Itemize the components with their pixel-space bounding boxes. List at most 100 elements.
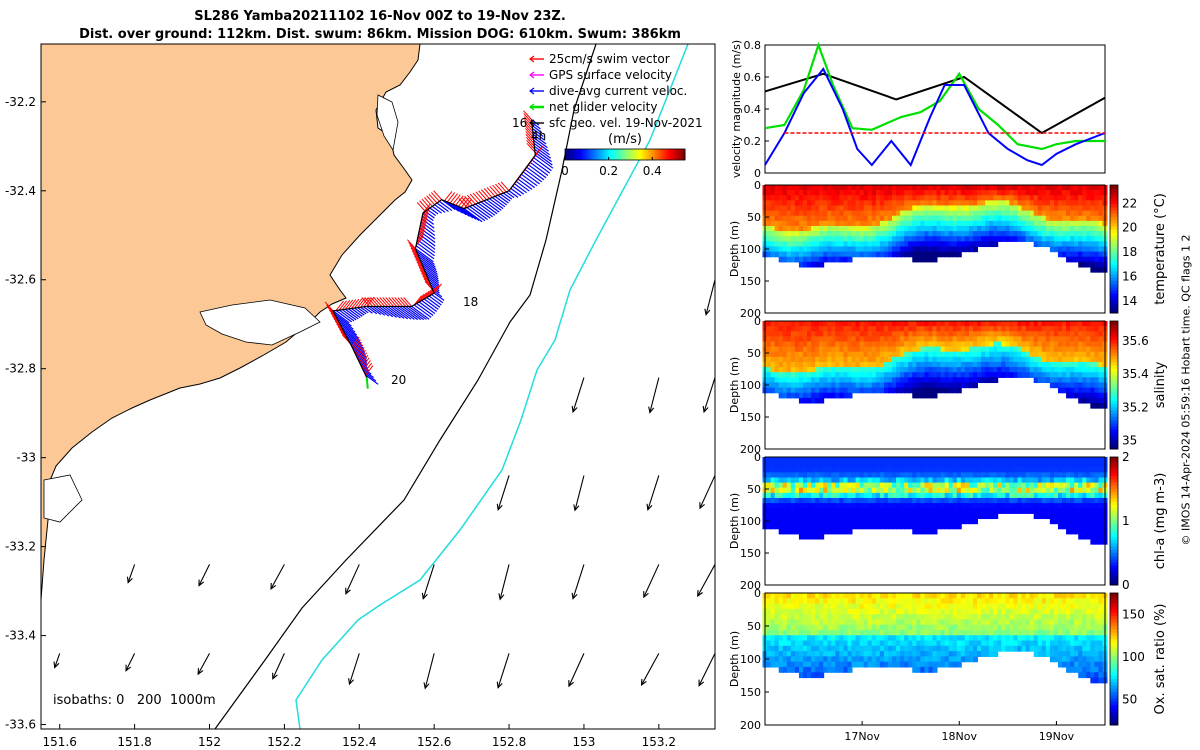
heatmap-cell	[867, 361, 873, 368]
heatmap-cell	[766, 640, 772, 647]
colorbar-segment	[1110, 514, 1118, 519]
heatmap-cell	[835, 336, 841, 343]
heatmap-cell	[1086, 467, 1092, 473]
heatmap-cell	[798, 377, 804, 384]
heatmap-cell	[936, 661, 942, 668]
heatmap-cell	[948, 487, 954, 494]
heatmap-cell	[968, 321, 974, 327]
estuary-central	[199, 299, 321, 346]
heatmap-cell	[928, 656, 934, 663]
heatmap-cell	[875, 341, 881, 348]
heatmap-cell	[912, 477, 918, 484]
heatmap-cell	[851, 603, 857, 610]
heatmap-cell	[823, 210, 829, 217]
heatmap-cell	[900, 336, 906, 343]
heatmap-cell	[981, 195, 987, 201]
heatmap-cell	[802, 497, 808, 504]
heatmap-cell	[823, 624, 829, 631]
heatmap-cell	[807, 210, 813, 217]
heatmap-cell	[932, 518, 938, 525]
heatmap-cell	[972, 336, 978, 343]
heatmap-cell	[794, 666, 800, 673]
heatmap-cell	[827, 236, 833, 242]
heatmap-cell	[802, 341, 808, 348]
heatmap-cell	[851, 614, 857, 620]
heatmap-cell	[904, 492, 910, 499]
heatmap-cell	[883, 190, 889, 196]
heatmap-cell	[802, 397, 808, 404]
heatmap-cell	[956, 367, 962, 373]
heatmap-cell	[1029, 326, 1035, 332]
colorbar-segment	[1110, 375, 1118, 380]
heatmap-cell	[1029, 361, 1035, 368]
heatmap-cell	[887, 457, 893, 463]
heatmap-cell	[802, 457, 808, 463]
heatmap-cell	[1098, 518, 1104, 525]
heatmap-cell	[964, 382, 970, 389]
heatmap-cell	[936, 651, 942, 657]
heatmap-cell	[904, 341, 910, 348]
heatmap-cell	[766, 200, 772, 207]
heatmap-cell	[904, 321, 910, 327]
heatmap-cell	[940, 387, 946, 394]
heatmap-cell	[1074, 482, 1080, 489]
heatmap-cell	[883, 518, 889, 525]
heatmap-cell	[774, 372, 780, 378]
heatmap-cell	[1098, 397, 1104, 404]
heatmap-cell	[1090, 266, 1096, 273]
heatmap-cell	[1037, 241, 1043, 248]
heatmap-cell	[827, 225, 833, 232]
heatmap-cell	[843, 629, 849, 636]
heatmap-cell	[770, 651, 776, 657]
heatmap-cell	[1025, 372, 1031, 378]
heatmap-cell	[908, 645, 914, 652]
heatmap-cell	[859, 210, 865, 217]
heatmap-cell	[819, 190, 825, 196]
heatmap-cell	[924, 603, 930, 610]
heatmap-cell	[835, 603, 841, 610]
heatmap-cell	[1009, 508, 1015, 514]
heatmap-cell	[904, 472, 910, 479]
current-vector	[341, 309, 357, 321]
geo-velocity-arrow	[272, 653, 285, 680]
heatmap-cell	[920, 351, 926, 358]
heatmap-cell	[912, 508, 918, 514]
heatmap-cell	[993, 326, 999, 332]
heatmap-cell	[960, 462, 966, 468]
heatmap-cell	[956, 241, 962, 248]
colorbar-segment	[1110, 340, 1118, 344]
heatmap-cell	[827, 246, 833, 253]
heatmap-cell	[883, 640, 889, 647]
heatmap-cell	[875, 205, 881, 212]
heatmap-cell	[936, 593, 942, 599]
heatmap-cell	[1082, 215, 1088, 222]
heatmap-cell	[1078, 533, 1084, 540]
heatmap-cell	[916, 205, 922, 212]
heatmap-cell	[944, 336, 950, 343]
colorbar-tick-label: 0.2	[599, 164, 618, 178]
heatmap-cell	[851, 513, 857, 520]
heatmap-cell	[908, 331, 914, 337]
heatmap-cell	[823, 185, 829, 191]
heatmap-cell	[1021, 508, 1027, 514]
colorbar-segment	[1110, 185, 1118, 189]
heatmap-cell	[1074, 387, 1080, 394]
heatmap-cell	[968, 457, 974, 463]
heatmap-cell	[904, 356, 910, 363]
colorbar-segment	[1110, 457, 1118, 461]
geo-velocity-arrow	[643, 564, 660, 598]
heatmap-cell	[863, 387, 869, 394]
heatmap-cell	[1001, 326, 1007, 332]
heatmap-cell	[1057, 372, 1063, 378]
heatmap-cell	[977, 341, 983, 348]
heatmap-cell	[766, 462, 772, 468]
heatmap-cell	[1021, 372, 1027, 378]
heatmap-cell	[802, 666, 808, 673]
heatmap-cell	[1086, 487, 1092, 494]
heatmap-cell	[798, 477, 804, 484]
heatmap-cell	[782, 190, 788, 196]
current-vector	[354, 307, 365, 316]
heatmap-cell	[985, 331, 991, 337]
heatmap-cell	[770, 215, 776, 222]
heatmap-cell	[778, 346, 784, 353]
